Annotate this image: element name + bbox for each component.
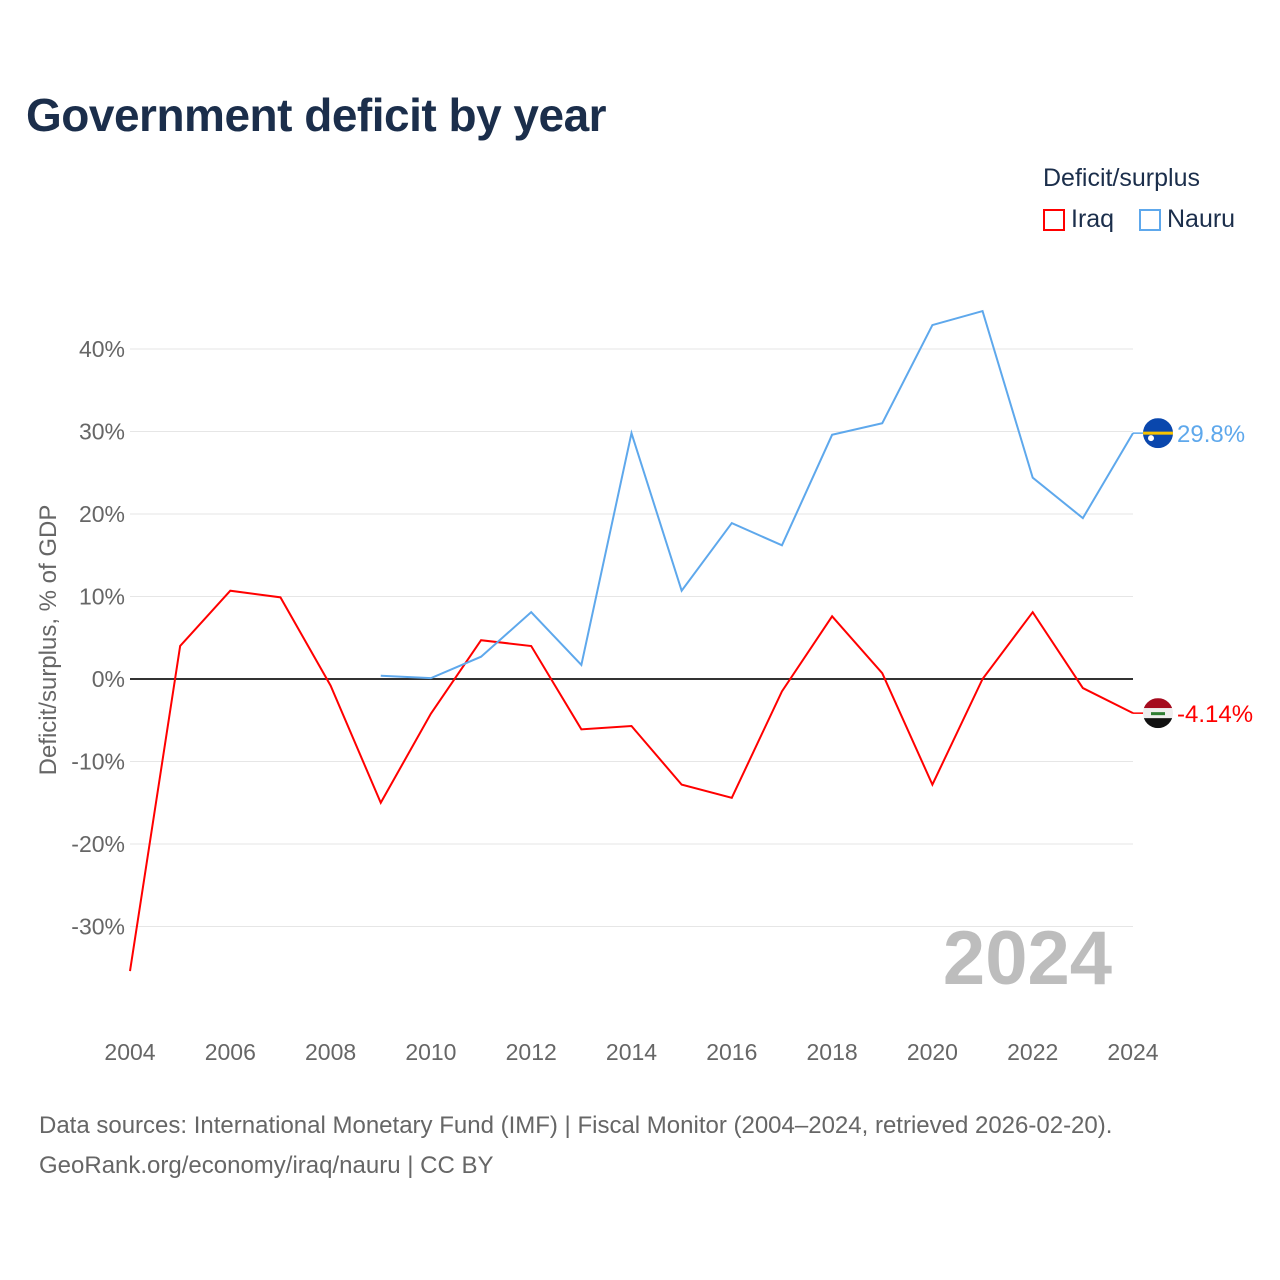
- data-point: [528, 643, 534, 649]
- data-point: [729, 795, 735, 801]
- y-tick-label: 0%: [92, 666, 125, 692]
- legend-title: Deficit/surplus: [1043, 164, 1200, 192]
- data-point: [629, 723, 635, 729]
- data-point: [779, 542, 785, 548]
- nauru-flag-icon: [1143, 418, 1173, 449]
- x-tick-label: 2012: [506, 1039, 557, 1065]
- data-point: [1030, 475, 1036, 481]
- footer: Data sources: International Monetary Fun…: [39, 1106, 1112, 1186]
- data-point: [629, 430, 635, 436]
- x-tick-label: 2004: [104, 1039, 155, 1065]
- data-point: [829, 432, 835, 438]
- data-point: [829, 613, 835, 619]
- x-tick-label: 2018: [807, 1039, 858, 1065]
- data-point: [980, 308, 986, 314]
- data-point: [729, 520, 735, 526]
- data-point: [1080, 515, 1086, 521]
- legend-item-iraq[interactable]: Iraq: [1043, 205, 1114, 234]
- data-point: [227, 588, 233, 594]
- data-point: [578, 662, 584, 668]
- year-watermark: 2024: [943, 916, 1112, 1001]
- y-tick-label: -10%: [71, 749, 125, 775]
- data-point: [328, 683, 334, 689]
- data-point: [679, 588, 685, 594]
- data-point: [679, 782, 685, 788]
- x-tick-label: 2006: [205, 1039, 256, 1065]
- y-tick-label: -20%: [71, 831, 125, 857]
- legend-swatch-iraq: [1043, 208, 1065, 231]
- x-tick-label: 2020: [907, 1039, 958, 1065]
- series-line-iraq: [129, 589, 1134, 972]
- end-value-label-iraq: -4.14%: [1177, 701, 1253, 728]
- legend-swatch-nauru: [1139, 208, 1161, 231]
- y-tick-label: -30%: [71, 914, 125, 940]
- series-line-nauru: [380, 309, 1134, 680]
- data-source-text: Data sources: International Monetary Fun…: [39, 1112, 1113, 1139]
- legend-label-iraq: Iraq: [1071, 205, 1115, 233]
- iraq-flag-icon: [1143, 698, 1173, 729]
- legend-item-nauru[interactable]: Nauru: [1139, 205, 1235, 234]
- x-tick-label: 2014: [606, 1039, 657, 1065]
- data-point: [177, 643, 183, 649]
- data-point: [879, 420, 885, 426]
- data-point: [428, 711, 434, 717]
- y-tick-label: 10%: [79, 584, 125, 610]
- data-point: [980, 676, 986, 682]
- x-tick-label: 2008: [305, 1039, 356, 1065]
- data-point: [578, 726, 584, 732]
- data-point: [929, 322, 935, 328]
- x-tick-label: 2010: [405, 1039, 456, 1065]
- data-point: [1030, 609, 1036, 615]
- data-point: [929, 782, 935, 788]
- data-point: [478, 637, 484, 643]
- chart-title: Government deficit by year: [26, 89, 607, 141]
- attribution-link[interactable]: GeoRank.org/economy/iraq/nauru | CC BY: [39, 1152, 494, 1179]
- data-point: [277, 594, 283, 600]
- y-tick-label: 30%: [79, 419, 125, 445]
- y-tick-label: 40%: [79, 336, 125, 362]
- legend-label-nauru: Nauru: [1167, 205, 1236, 233]
- x-tick-label: 2016: [706, 1039, 757, 1065]
- data-point: [879, 670, 885, 676]
- data-point: [478, 654, 484, 660]
- data-point: [1080, 685, 1086, 691]
- x-tick-label: 2024: [1107, 1039, 1158, 1065]
- data-point: [378, 673, 384, 679]
- data-point: [127, 968, 133, 974]
- data-point: [378, 800, 384, 806]
- y-tick-label: 20%: [79, 501, 125, 527]
- data-point: [528, 609, 534, 615]
- data-point: [428, 675, 434, 681]
- end-value-label-nauru: 29.8%: [1177, 421, 1245, 448]
- y-axis-label: Deficit/surplus, % of GDP: [35, 505, 62, 776]
- x-tick-label: 2022: [1007, 1039, 1058, 1065]
- data-point: [779, 688, 785, 694]
